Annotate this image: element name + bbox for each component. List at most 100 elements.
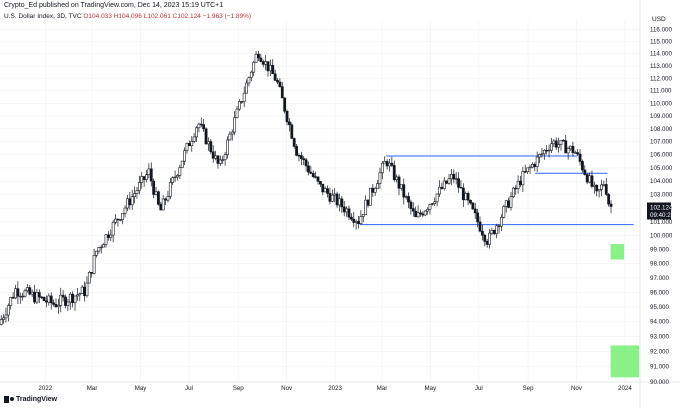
candle-up	[109, 234, 113, 238]
candle-down	[471, 202, 475, 210]
y-tick-label: 106.000	[650, 152, 673, 159]
candle-up	[502, 206, 506, 218]
candle-down	[604, 184, 608, 195]
candle-up	[516, 180, 520, 189]
candle-up	[218, 159, 222, 164]
candle-down	[585, 174, 589, 183]
x-tick-label: Jul	[475, 385, 483, 392]
candle-down	[309, 171, 313, 174]
candle-up	[133, 193, 136, 197]
candle-up	[168, 182, 172, 197]
candle-up	[233, 117, 237, 133]
candle-up	[73, 295, 77, 304]
candle-up	[438, 186, 441, 195]
candle-up	[338, 198, 341, 206]
candle-up	[230, 131, 234, 135]
candle-down	[497, 225, 501, 227]
candle-up	[66, 301, 70, 306]
candle-up	[521, 171, 525, 186]
last-price-label: 102.124 09:40:27	[647, 202, 675, 220]
candle-up	[442, 180, 446, 189]
candle-down	[276, 80, 279, 83]
y-tick-label: 92.000	[650, 348, 669, 355]
candle-down	[561, 139, 565, 142]
tradingview-brand: TradingView	[16, 396, 58, 403]
candle-down	[523, 171, 527, 173]
candle-up	[35, 292, 39, 303]
candle-down	[445, 180, 449, 184]
candle-down	[307, 165, 310, 173]
candle-down	[421, 213, 425, 216]
tradingview-footer[interactable]: TradingView	[4, 396, 57, 403]
candle-up	[573, 152, 577, 154]
x-tick-label: Jul	[185, 385, 193, 392]
x-tick-label: Sep	[233, 385, 245, 392]
y-tick-label: 90.000	[650, 379, 669, 386]
candle-up	[247, 77, 251, 84]
symbol-title[interactable]: U.S. Dollar Index, 3D, TVC	[4, 13, 82, 20]
candle-up	[223, 154, 227, 161]
target-zone	[610, 345, 639, 378]
candle-down	[576, 152, 580, 155]
candle-up	[364, 199, 368, 215]
candle-up	[252, 61, 256, 73]
candle-down	[64, 296, 67, 306]
candle-up	[178, 167, 182, 176]
candle-up	[76, 294, 79, 297]
candle-up	[566, 148, 570, 154]
candle-down	[159, 203, 163, 211]
candle-up	[123, 207, 127, 214]
candle-down	[473, 208, 477, 214]
candle-down	[318, 181, 322, 185]
candle-down	[340, 198, 344, 208]
y-tick-label: 116.000	[650, 27, 672, 34]
candle-up	[404, 196, 408, 198]
candle-up	[221, 159, 225, 161]
candle-down	[409, 201, 413, 209]
candle-up	[228, 133, 232, 141]
candle-up	[433, 201, 437, 204]
candle-up	[354, 221, 358, 223]
candle-up	[511, 187, 515, 197]
candle-down	[11, 297, 15, 299]
y-tick-label: 111.000	[650, 88, 672, 95]
candle-down	[311, 173, 315, 177]
candle-down	[392, 165, 396, 180]
y-tick-label: 105.000	[650, 165, 673, 172]
candle-up	[361, 214, 365, 217]
target-zones	[610, 244, 639, 378]
candle-down	[461, 187, 465, 201]
candle-up	[130, 196, 134, 206]
candle-up	[547, 149, 551, 152]
candle-down	[45, 300, 48, 303]
y-tick-label: 109.000	[650, 113, 673, 120]
y-tick-label: 107.000	[650, 139, 673, 146]
candle-up	[9, 297, 13, 306]
candle-down	[533, 164, 537, 167]
last-price-value: 102.124	[650, 204, 673, 211]
candle-up	[592, 184, 596, 187]
candle-up	[85, 282, 89, 297]
candle-up	[118, 219, 122, 221]
candle-up	[552, 140, 556, 145]
candle-down	[342, 206, 346, 213]
candle-up	[454, 178, 458, 180]
candle-down	[397, 176, 401, 189]
candle-up	[588, 175, 591, 183]
candle-down	[349, 216, 353, 220]
currency-label[interactable]: USD	[652, 16, 666, 23]
candle-up	[195, 127, 198, 138]
candle-down	[61, 294, 65, 298]
candle-down	[302, 158, 306, 161]
candle-up	[21, 295, 25, 298]
candle-up	[378, 172, 382, 184]
candle-up	[68, 293, 72, 303]
candle-up	[78, 293, 82, 296]
candle-down	[402, 184, 406, 198]
candle-down	[271, 65, 275, 75]
candle-up	[600, 184, 603, 190]
candle-down	[571, 145, 575, 153]
y-tick-label: 115.000	[650, 39, 672, 46]
candle-down	[285, 110, 289, 123]
